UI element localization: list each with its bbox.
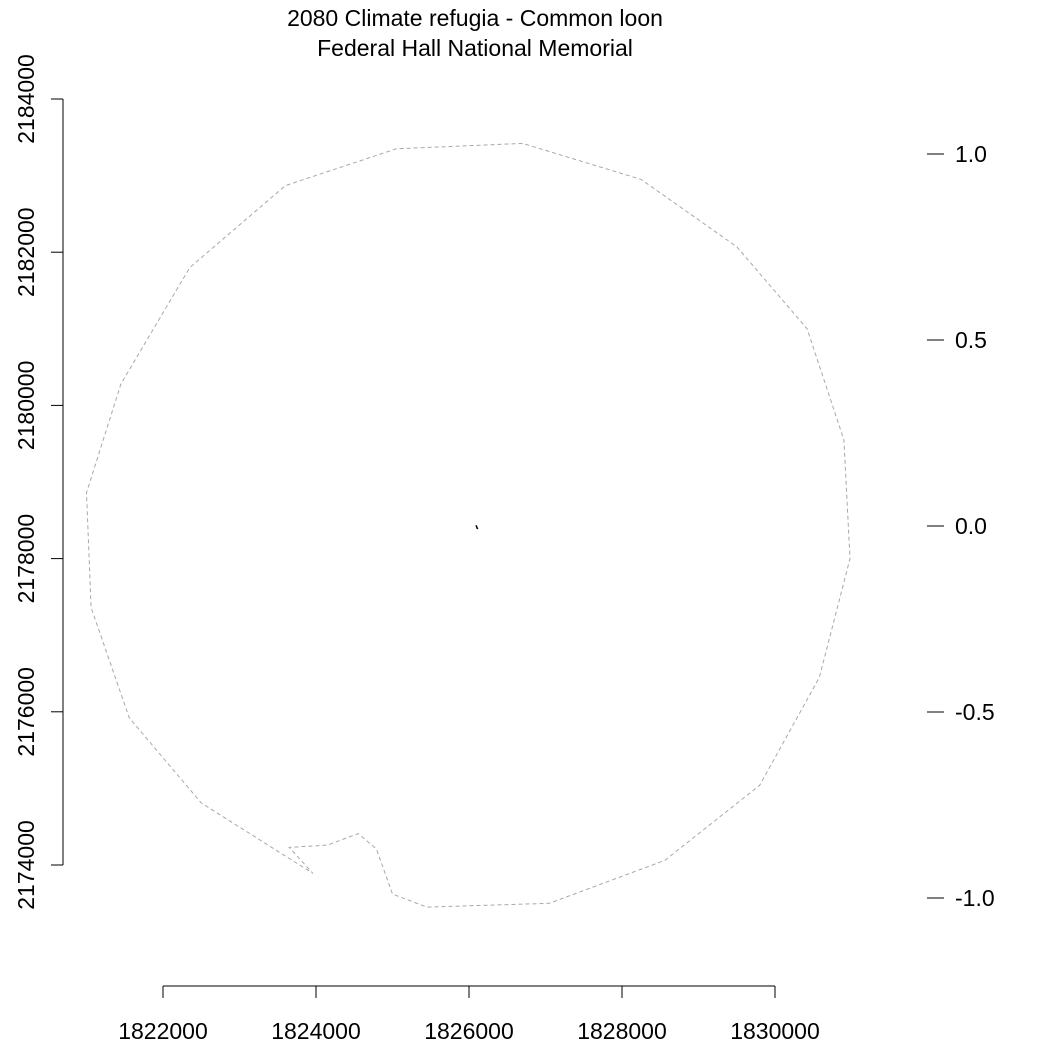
y-tick-label: 2176000 — [13, 667, 39, 757]
x-tick-label: 1826000 — [424, 1018, 514, 1044]
y-axis: 2174000 2176000 2178000 2180000 2182000 21840… — [13, 54, 64, 910]
park-boundary-polygon — [475, 525, 479, 530]
buffer-boundary-line — [85, 142, 851, 908]
y-tick-label: 2174000 — [13, 820, 39, 910]
chart-subtitle: Federal Hall National Memorial — [317, 35, 633, 61]
legend-scale-axis: 1.0 0.5 0.0 -0.5 -1.0 — [927, 141, 995, 911]
x-tick-label: 1828000 — [577, 1018, 667, 1044]
chart-title: 2080 Climate refugia - Common loon — [287, 5, 663, 31]
x-axis: 1822000 1824000 1826000 1828000 1830000 — [118, 985, 820, 1044]
scale-tick-label: -0.5 — [955, 699, 995, 725]
x-tick-label: 1830000 — [730, 1018, 820, 1044]
x-tick-label: 1822000 — [118, 1018, 208, 1044]
scale-tick-label: -1.0 — [955, 885, 995, 911]
x-tick-label: 1824000 — [271, 1018, 361, 1044]
scale-tick-label: 1.0 — [955, 141, 987, 167]
y-tick-label: 2178000 — [13, 514, 39, 604]
y-tick-label: 2184000 — [13, 54, 39, 144]
y-tick-label: 2182000 — [13, 207, 39, 297]
scale-tick-label: 0.5 — [955, 327, 987, 353]
y-tick-label: 2180000 — [13, 361, 39, 451]
scale-tick-label: 0.0 — [955, 513, 987, 539]
